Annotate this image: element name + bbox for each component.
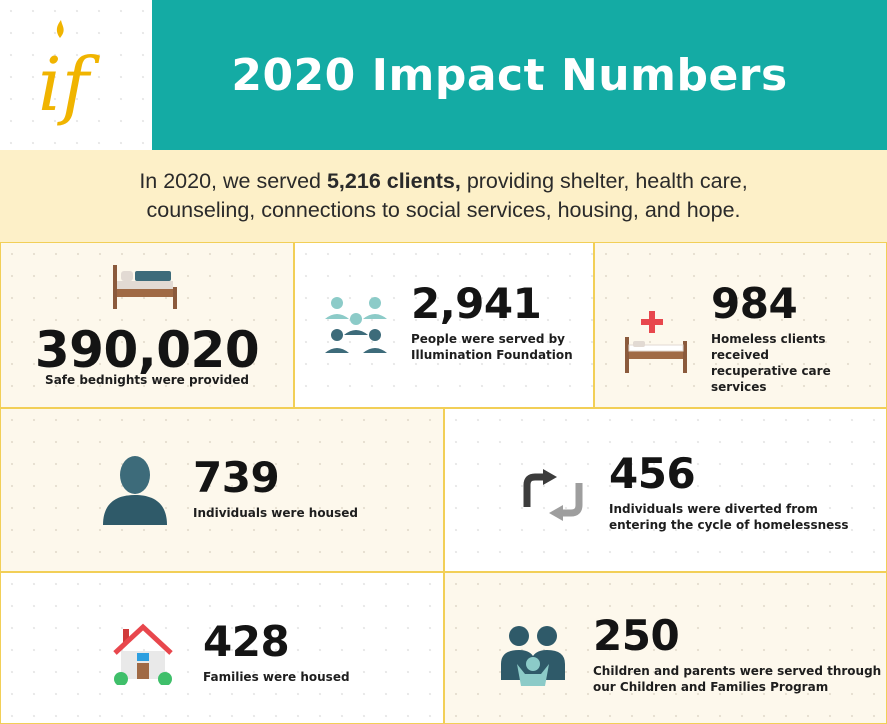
logo-panel: if — [0, 0, 152, 150]
stat-value-bednights: 390,020 — [34, 321, 260, 379]
stat-value-families-housed: 428 — [203, 617, 290, 666]
stat-label-children-families-line1: Children and parents were served through — [593, 664, 882, 678]
stat-cell-diverted: 456 Individuals were diverted from enter… — [444, 408, 887, 572]
stat-label-families-housed: Families were housed — [203, 670, 350, 684]
stat-cell-families-housed: 428 Families were housed — [0, 572, 444, 724]
stat-label-recuperative-line1: Homeless clients received — [711, 332, 826, 362]
house-icon — [111, 623, 175, 685]
stat-value-individuals-housed: 739 — [193, 453, 280, 502]
intro-part1: In 2020, we served — [139, 169, 327, 193]
stat-value-diverted: 456 — [609, 449, 696, 498]
stat-cell-individuals-housed: 739 Individuals were housed — [0, 408, 444, 572]
stat-value-children-families: 250 — [593, 611, 680, 660]
intro-line2: counseling, connections to social servic… — [146, 198, 741, 222]
intro-banner: In 2020, we served 5,216 clients, provid… — [0, 150, 887, 242]
stat-label-children-families-line2: our Children and Families Program — [593, 680, 829, 694]
stat-cell-recuperative: 984 Homeless clients received recuperati… — [594, 242, 887, 408]
stat-value-recuperative: 984 — [711, 279, 798, 328]
family-icon — [499, 624, 567, 690]
stat-label-people-served-line1: People were served by — [411, 332, 565, 346]
bed-icon — [113, 265, 177, 309]
stat-cell-people-served: 2,941 People were served by Illumination… — [294, 242, 594, 408]
medical-bed-icon — [625, 311, 687, 373]
stat-cell-bednights: 390,020 Safe bednights were provided — [0, 242, 294, 408]
intro-text: In 2020, we served 5,216 clients, provid… — [139, 167, 747, 225]
stat-label-people-served-line2: Illumination Foundation — [411, 348, 573, 362]
cycle-arrows-icon — [521, 467, 585, 523]
person-icon — [101, 455, 169, 525]
stat-cell-children-families: 250 Children and parents were served thr… — [444, 572, 887, 724]
header-banner: 2020 Impact Numbers — [152, 0, 887, 150]
intro-part2: providing shelter, health care, — [460, 169, 748, 193]
illumination-foundation-logo: if — [38, 20, 101, 128]
svg-text:if: if — [38, 42, 101, 128]
stat-label-diverted-line2: entering the cycle of homelessness — [609, 518, 849, 532]
stat-value-people-served: 2,941 — [411, 279, 542, 328]
stat-label-individuals-housed: Individuals were housed — [193, 506, 358, 520]
stat-label-bednights: Safe bednights were provided — [45, 373, 249, 387]
page-title: 2020 Impact Numbers — [231, 49, 788, 101]
people-group-icon — [325, 295, 387, 357]
stat-label-diverted-line1: Individuals were diverted from — [609, 502, 818, 516]
intro-highlight: 5,216 clients, — [326, 169, 461, 193]
stat-label-recuperative-line2: recuperative care services — [711, 364, 831, 394]
